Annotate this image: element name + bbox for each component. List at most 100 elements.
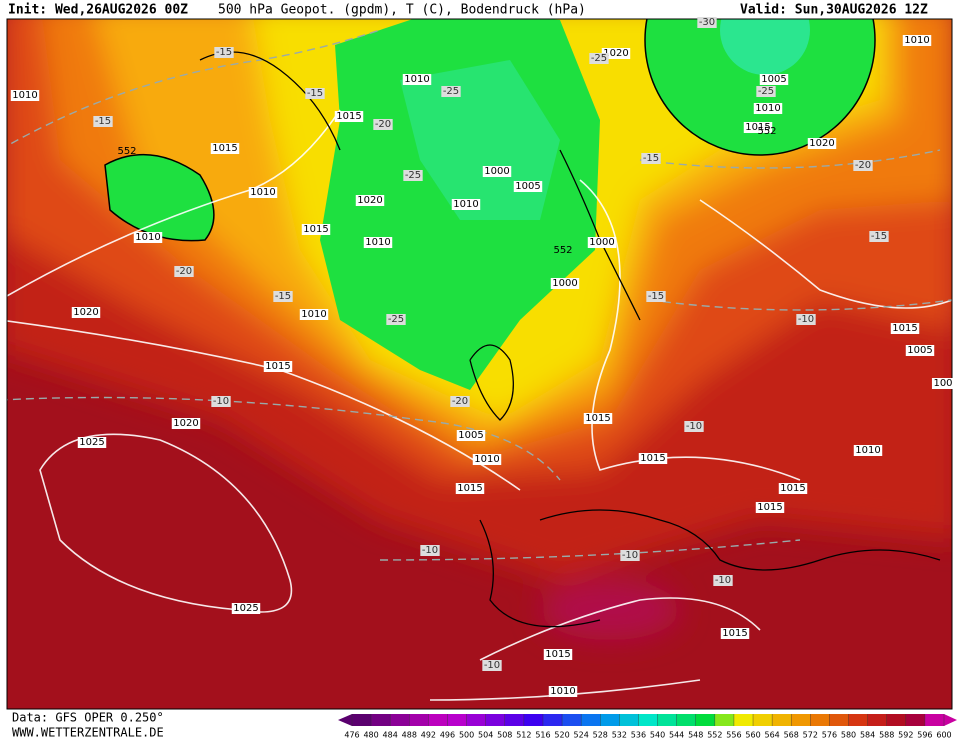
geopotential-label: 552 <box>757 126 776 137</box>
pressure-label: 1020 <box>73 307 98 318</box>
pressure-label-box <box>455 483 485 494</box>
pressure-label: 1015 <box>212 143 237 154</box>
pressure-label: 1025 <box>233 603 258 614</box>
pressure-label-box <box>355 195 385 206</box>
temperature-label-box <box>589 53 609 64</box>
pressure-label: 1010 <box>550 686 575 697</box>
colorbar-tick-label: 572 <box>803 731 818 740</box>
pressure-label-box <box>77 437 107 448</box>
pressure-label: 1010 <box>474 454 499 465</box>
pressure-label-box <box>720 628 750 639</box>
colorbar-cell <box>791 714 811 726</box>
pressure-label: 1000 <box>484 166 509 177</box>
colorbar-tick-label: 592 <box>898 731 913 740</box>
temperature-label-box <box>697 17 717 28</box>
colorbar-cell <box>810 714 830 726</box>
pressure-label-box <box>753 103 783 114</box>
pressure-label-box <box>890 323 920 334</box>
colorbar-tick-label: 536 <box>631 731 646 740</box>
temperature-label: -25 <box>405 170 421 181</box>
pressure-label-box <box>548 686 578 697</box>
temperature-label-box <box>450 396 470 407</box>
pressure-label: 1005 <box>761 74 786 85</box>
colorbar-cell <box>695 714 716 726</box>
pressure-label: 1015 <box>585 413 610 424</box>
colorbar-tick-label: 488 <box>402 731 417 740</box>
colorbar-cell <box>867 714 888 726</box>
colorbar-cell <box>905 714 926 726</box>
temperature-label: -25 <box>591 53 607 64</box>
temperature-label: -25 <box>388 314 404 325</box>
pressure-label-box <box>743 122 773 133</box>
temperature-label: -10 <box>686 421 702 432</box>
temperature-label: -20 <box>176 266 192 277</box>
pressure-label: 100 <box>933 378 952 389</box>
colorbar-cell <box>447 714 468 726</box>
colorbar-tick-label: 520 <box>554 731 569 740</box>
colorbar-cell <box>352 714 372 726</box>
temperature-label-box <box>305 88 325 99</box>
colorbar-cell <box>600 714 620 726</box>
colorbar-tick-label: 560 <box>745 731 760 740</box>
colorbar-tick-label: 512 <box>516 731 531 740</box>
temperature-label: -20 <box>855 160 871 171</box>
pressure-label: 1015 <box>640 453 665 464</box>
colorbar-cell <box>619 714 639 726</box>
pressure-label-box <box>451 199 481 210</box>
geopotential-label: 552 <box>117 146 136 157</box>
temperature-label-box <box>684 421 704 432</box>
colorbar-tick-label: 500 <box>459 731 474 740</box>
temperature-label: -15 <box>648 291 664 302</box>
temperature-label: -10 <box>622 550 638 561</box>
pressure-label-box <box>778 483 808 494</box>
temperature-label-box <box>869 231 889 242</box>
pressure-label-box <box>902 35 932 46</box>
colorbar-cell <box>676 714 697 726</box>
temperature-label: -15 <box>275 291 291 302</box>
colorbar-tick-label: 496 <box>440 731 455 740</box>
temperature-label: -25 <box>758 86 774 97</box>
map-field <box>7 19 952 709</box>
pressure-label-box <box>550 278 580 289</box>
pressure-label: 1000 <box>589 237 614 248</box>
temperature-label-box <box>796 314 816 325</box>
pressure-label-box <box>583 413 613 424</box>
temperature-label-box <box>713 575 733 586</box>
pressure-label: 1020 <box>173 418 198 429</box>
colorbar-tick-label: 548 <box>688 731 703 740</box>
temperature-label: -10 <box>715 575 731 586</box>
pressure-label: 1020 <box>809 138 834 149</box>
pressure-label-box <box>171 418 201 429</box>
colorbar-cell <box>542 714 563 726</box>
pressure-label: 1015 <box>722 628 747 639</box>
pressure-label-box <box>513 181 543 192</box>
temperature-label-box <box>482 660 502 671</box>
temperature-label-box <box>756 86 776 97</box>
colorbar-cell <box>581 714 601 726</box>
temperature-label: -10 <box>422 545 438 556</box>
colorbar-cell <box>428 714 448 726</box>
website: WWW.WETTERZENTRALE.DE <box>12 726 164 740</box>
colorbar-cell <box>371 714 391 726</box>
pressure-label-box <box>71 307 101 318</box>
pressure-label: 1010 <box>453 199 478 210</box>
temperature-label: -25 <box>443 86 459 97</box>
colorbar-arrow <box>944 714 957 726</box>
temperature-label-box <box>386 314 406 325</box>
geopotential-label: 552 <box>553 245 572 256</box>
pressure-label: 1020 <box>603 48 628 59</box>
colorbar-tick-label: 528 <box>593 731 608 740</box>
pressure-label: 1015 <box>892 323 917 334</box>
colorbar-tick-label: 532 <box>612 731 627 740</box>
colorbar-tick-label: 596 <box>917 731 932 740</box>
temperature-label: -15 <box>871 231 887 242</box>
colorbar-tick-label: 484 <box>383 731 398 740</box>
colorbar-cell <box>409 714 429 726</box>
colorbar-tick-label: 524 <box>574 731 589 740</box>
temperature-label-box <box>403 170 423 181</box>
pressure-label: 1010 <box>301 309 326 320</box>
colorbar-tick-label: 480 <box>363 731 378 740</box>
colorbar-tick-label: 584 <box>860 731 875 740</box>
